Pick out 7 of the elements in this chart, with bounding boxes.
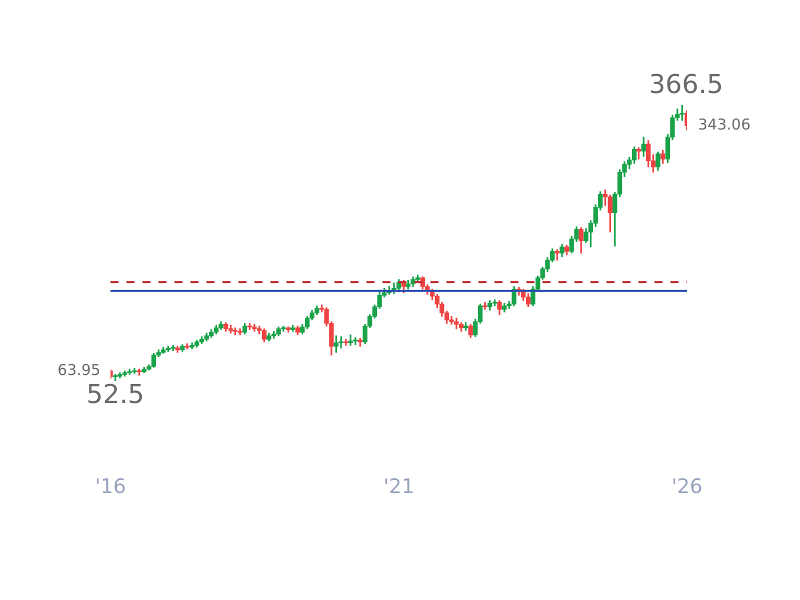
annotation: 52.5 bbox=[86, 380, 144, 410]
annotation: 343.06 bbox=[698, 115, 750, 134]
annotation: 63.95 bbox=[58, 360, 100, 379]
x-tick-label: '16 bbox=[94, 474, 126, 498]
x-tick-label: '21 bbox=[383, 474, 414, 498]
x-tick-label: '26 bbox=[672, 474, 702, 498]
annotation: 366.5 bbox=[648, 70, 724, 100]
